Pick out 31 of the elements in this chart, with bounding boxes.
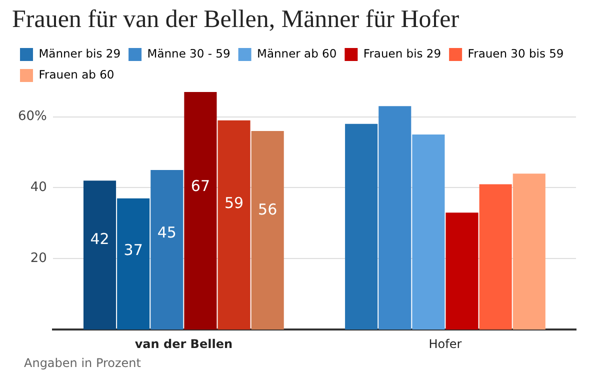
- bar: [446, 212, 478, 330]
- y-tick-label: 40: [30, 180, 47, 196]
- legend-label: Frauen 30 bis 59: [468, 46, 564, 60]
- data-label: 67: [190, 176, 210, 195]
- legend-label: Männer bis 29: [38, 46, 121, 60]
- bar: [378, 106, 412, 330]
- x-tick-label: Hofer: [428, 336, 462, 351]
- x-tick-label: van der Bellen: [134, 336, 233, 351]
- bar: [83, 180, 116, 330]
- bar: [512, 174, 546, 330]
- legend-label: Männer ab 60: [257, 46, 337, 60]
- chart-title: Frauen für van der Bellen, Männer für Hofer: [11, 5, 460, 35]
- bar: [117, 198, 150, 330]
- bar: [251, 131, 284, 330]
- legend-label: Frauen bis 29: [363, 46, 442, 60]
- data-label: 37: [124, 240, 143, 259]
- legend-label: Frauen ab 60: [38, 67, 114, 82]
- bar: [412, 134, 445, 330]
- data-label: 59: [224, 194, 244, 212]
- text: Angaben in Prozent: [23, 356, 142, 370]
- legend-label: Männe 30 - 59: [147, 46, 230, 60]
- bar: [345, 124, 378, 330]
- bar: [479, 184, 512, 330]
- bar: [150, 170, 184, 330]
- data-label: 42: [90, 230, 110, 248]
- y-tick-label: 20: [30, 251, 47, 266]
- bar: [184, 92, 217, 330]
- y-tick-label: 60%: [18, 109, 47, 124]
- bar: [218, 120, 250, 330]
- data-label: 45: [157, 224, 176, 242]
- data-label: 56: [258, 200, 278, 218]
